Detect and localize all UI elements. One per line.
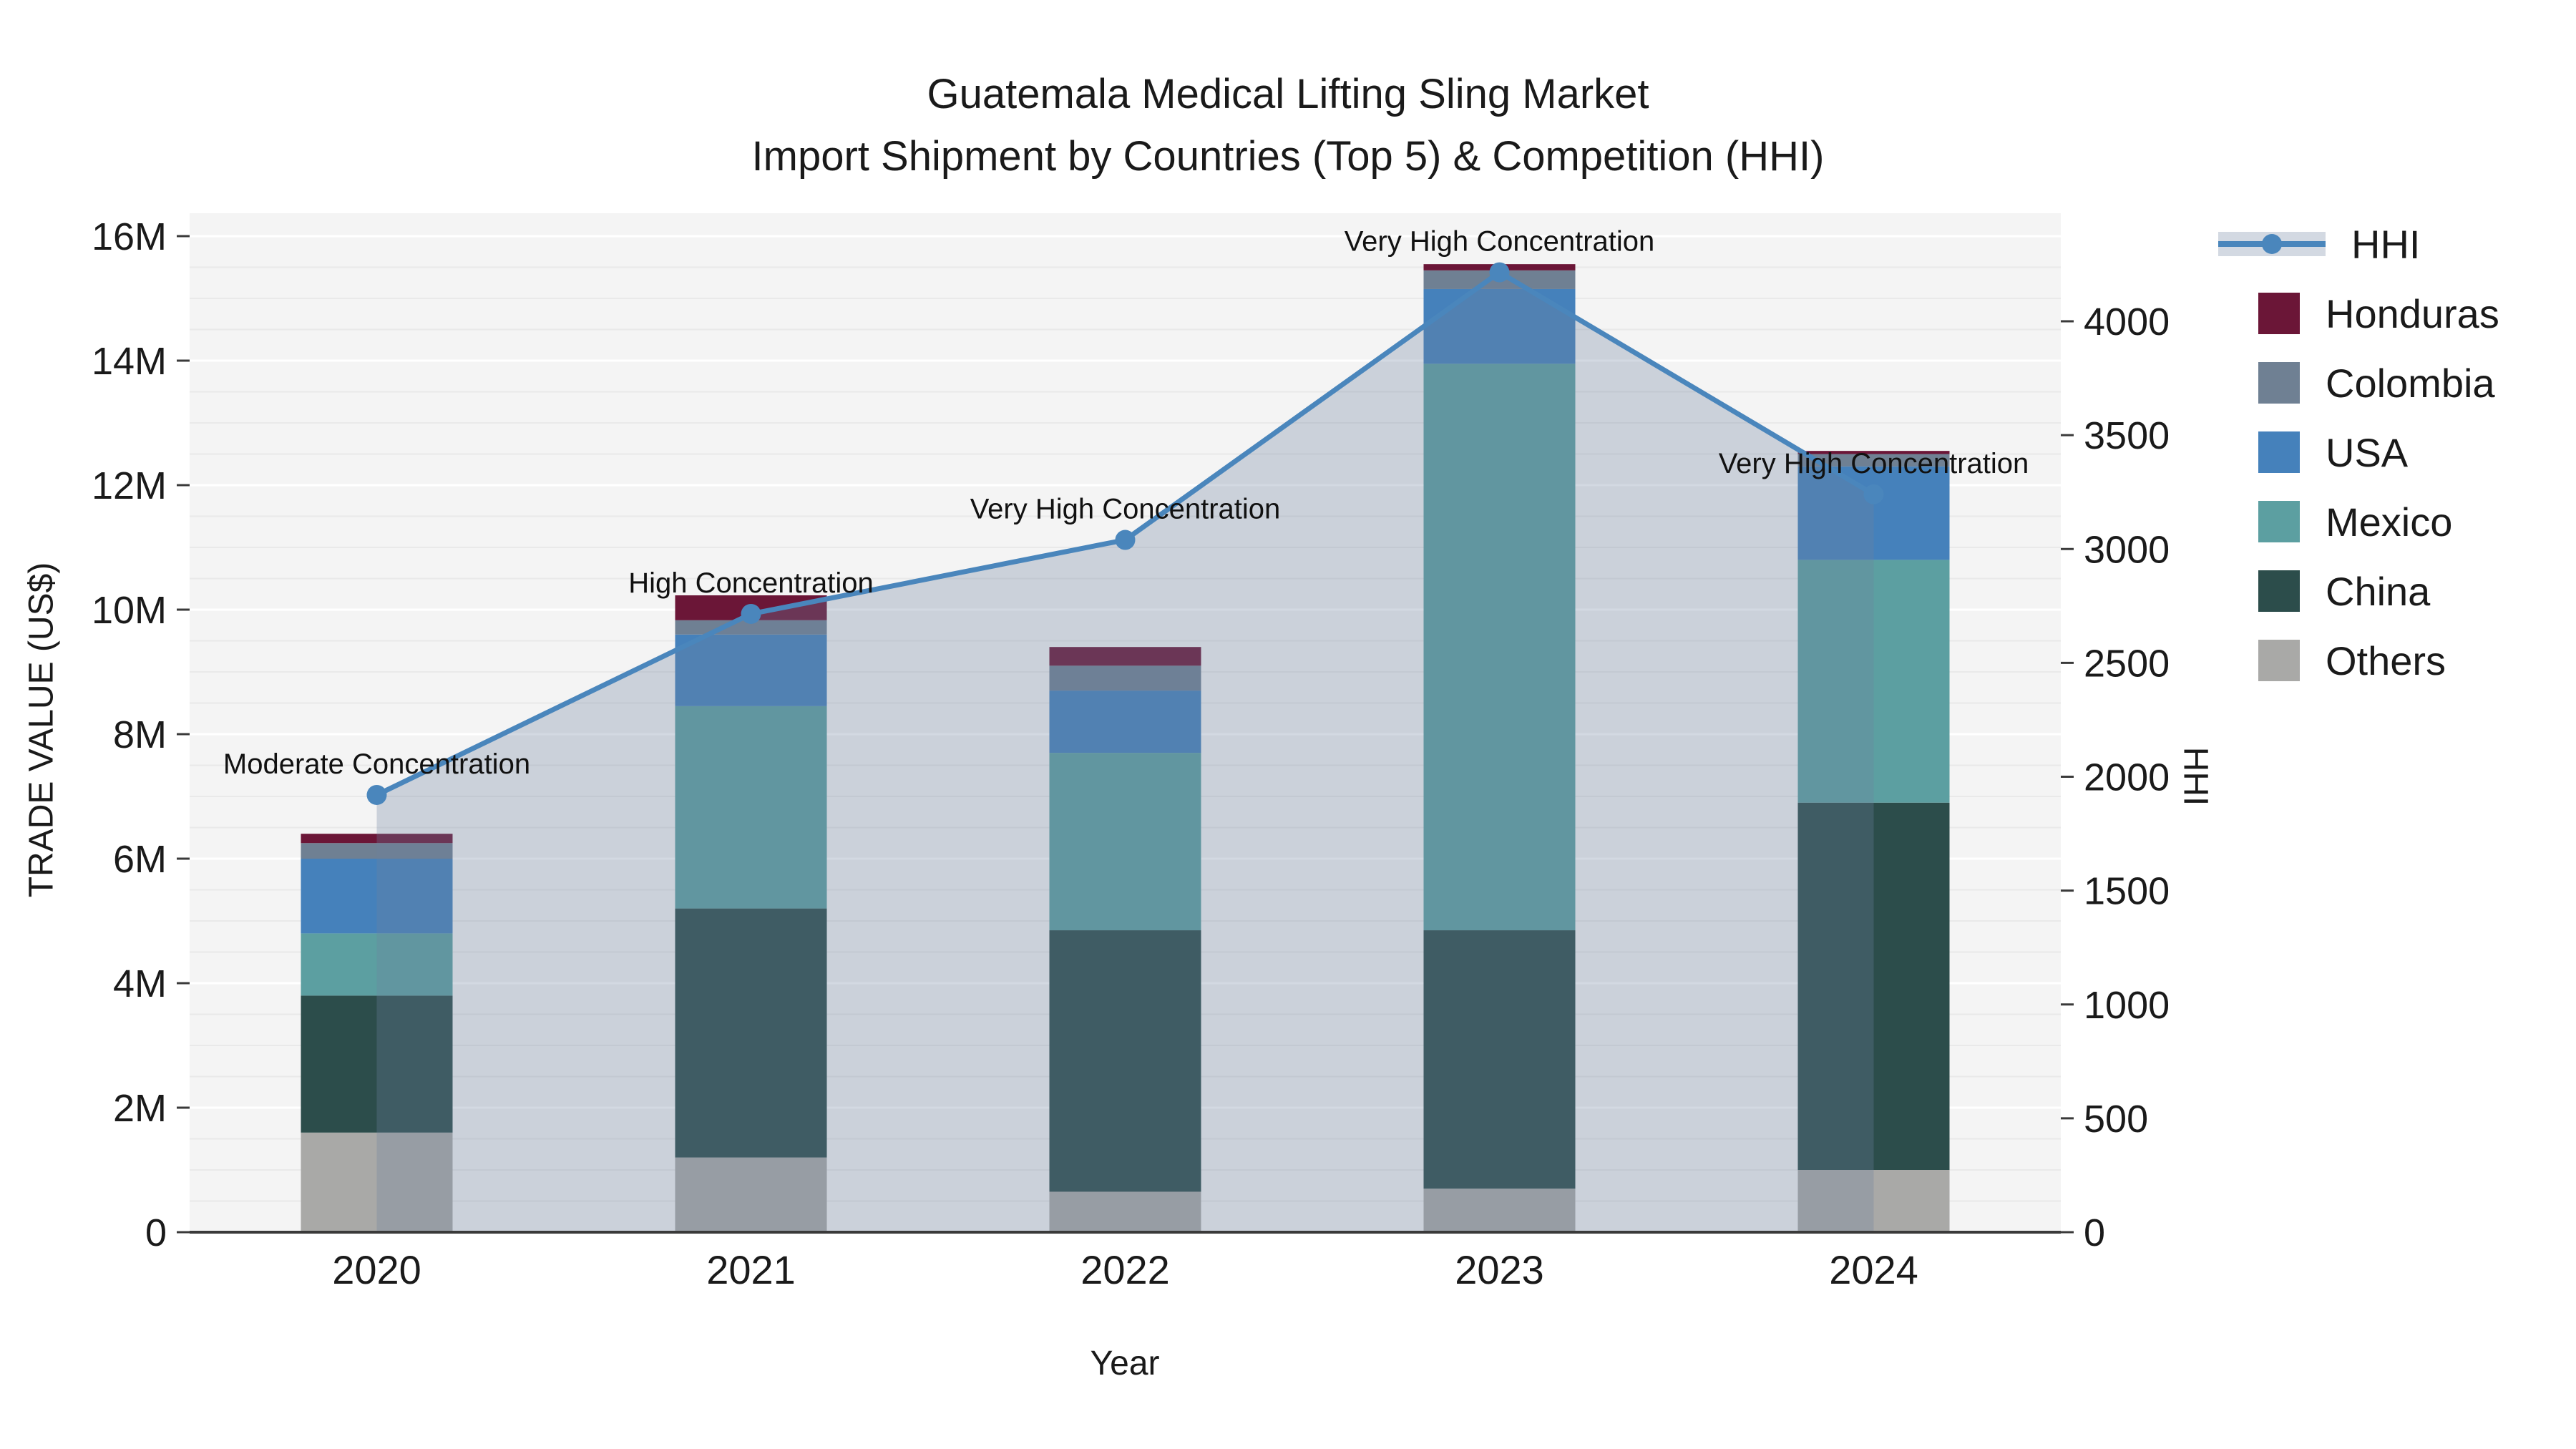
bar-segment-usa-2024 (1797, 466, 1950, 560)
usa-color-swatch (2258, 431, 2300, 473)
bar-segment-honduras-2022 (1049, 647, 1201, 666)
left-tick-label: 10M (92, 589, 167, 632)
hhi-marker-2021 (741, 603, 761, 624)
legend-item-hhi: HHI (2218, 221, 2499, 267)
annotation-2022: Very High Concentration (970, 494, 1281, 525)
legend-item-others: Others (2218, 638, 2499, 683)
left-tick-label: 4M (113, 962, 167, 1005)
bar-segment-china-2024 (1797, 802, 1950, 1170)
bar-segment-china-2023 (1423, 930, 1576, 1189)
chart-title-line2: Import Shipment by Countries (Top 5) & C… (751, 133, 1825, 180)
left-tick-label: 12M (92, 464, 167, 507)
legend-item-mexico: Mexico (2218, 499, 2499, 545)
china-color-swatch (2258, 570, 2300, 612)
right-tick-label: 0 (2084, 1211, 2105, 1254)
bar-segment-colombia-2020 (301, 843, 453, 859)
stacked-bars (301, 264, 1950, 1232)
x-tick-label-2022: 2022 (1080, 1247, 1170, 1292)
bar-segment-china-2022 (1049, 930, 1201, 1192)
hhi-area-fill (376, 272, 1874, 1232)
bar-segment-mexico-2021 (675, 706, 827, 909)
bar-segment-others-2021 (675, 1157, 827, 1232)
legend-label: HHI (2351, 221, 2421, 267)
legend-label: Others (2326, 638, 2446, 683)
bar-segment-mexico-2020 (301, 933, 453, 996)
right-tick-label: 1500 (2084, 870, 2170, 913)
legend-item-china: China (2218, 568, 2499, 614)
hhi-area-polygon (376, 272, 1874, 1232)
right-tick-label: 3000 (2084, 528, 2170, 571)
right-axis-title: HHI (2176, 746, 2215, 806)
bar-segment-usa-2021 (675, 634, 827, 706)
right-tick-label: 2000 (2084, 756, 2170, 799)
bar-segment-usa-2020 (301, 859, 453, 934)
bar-segment-mexico-2023 (1423, 364, 1576, 931)
bar-segment-others-2020 (301, 1132, 453, 1232)
x-axis-title: Year (1090, 1345, 1160, 1382)
axis-ticks (177, 235, 2074, 1234)
legend-label: Mexico (2326, 499, 2453, 545)
bar-segment-others-2023 (1423, 1189, 1576, 1232)
bar-segment-others-2022 (1049, 1191, 1201, 1232)
honduras-color-swatch (2258, 293, 2300, 334)
hhi-marker-2024 (1863, 484, 1884, 504)
bar-segment-china-2021 (675, 908, 827, 1158)
bar-segment-colombia-2024 (1797, 454, 1950, 467)
bar-segment-china-2020 (301, 995, 453, 1133)
bar-segment-mexico-2022 (1049, 753, 1201, 931)
legend-item-usa: USA (2218, 429, 2499, 475)
hhi-marker-2023 (1489, 262, 1510, 283)
bar-segment-usa-2022 (1049, 691, 1201, 753)
chart-title-line1: Guatemala Medical Lifting Sling Market (927, 71, 1649, 117)
right-tick-label: 1000 (2084, 984, 2170, 1027)
hhi-marker-2020 (366, 784, 387, 805)
bar-segment-others-2024 (1797, 1170, 1950, 1232)
legend-label: Honduras (2326, 291, 2499, 336)
annotation-2024: Very High Concentration (1719, 448, 2029, 479)
bar-segment-honduras-2020 (301, 834, 453, 844)
legend-label: Colombia (2326, 360, 2495, 406)
left-tick-label: 0 (145, 1211, 167, 1254)
left-axis-title: TRADE VALUE (US$) (22, 562, 61, 898)
left-tick-label: 14M (92, 340, 167, 383)
axis-tick-labels: 0 2M 4M 6M 8M 10M 12M 14M 16M 0 500 1000 1500 2000 250… (92, 215, 2170, 1292)
others-color-swatch (2258, 640, 2300, 681)
left-tick-label: 16M (92, 215, 167, 258)
annotation-2021: High Concentration (628, 567, 873, 599)
left-tick-label: 6M (113, 838, 167, 881)
x-tick-label-2021: 2021 (706, 1247, 796, 1292)
mexico-color-swatch (2258, 501, 2300, 542)
annotation-2020: Moderate Concentration (223, 748, 530, 780)
legend-label: China (2326, 568, 2431, 614)
right-tick-label: 3500 (2084, 414, 2170, 457)
x-tick-label-2023: 2023 (1455, 1247, 1544, 1292)
hhi-annotations: Moderate Concentration High Concentration… (223, 226, 2029, 780)
x-tick-label-2020: 2020 (332, 1247, 421, 1292)
right-tick-label: 4000 (2084, 301, 2170, 343)
x-tick-label-2024: 2024 (1829, 1247, 1918, 1292)
bar-segment-mexico-2024 (1797, 560, 1950, 803)
legend-item-colombia: Colombia (2218, 360, 2499, 406)
colombia-color-swatch (2258, 362, 2300, 404)
bar-segment-honduras-2024 (1797, 451, 1950, 454)
legend: HHI Honduras Colombia USA Mexico China O… (2218, 221, 2499, 709)
left-tick-label: 2M (113, 1087, 167, 1130)
hhi-marker-2022 (1115, 530, 1136, 550)
hhi-line-sample (2218, 223, 2326, 265)
hhi-line (366, 262, 1884, 805)
chart-title: Guatemala Medical Lifting Sling Market I… (0, 63, 2576, 187)
right-tick-label: 2500 (2084, 642, 2170, 685)
annotation-2023: Very High Concentration (1345, 226, 1655, 258)
right-tick-label: 500 (2084, 1098, 2148, 1141)
legend-label: USA (2326, 429, 2409, 475)
bar-segment-colombia-2022 (1049, 665, 1201, 691)
legend-item-honduras: Honduras (2218, 291, 2499, 336)
left-tick-label: 8M (113, 713, 167, 756)
hhi-marker-swatch (2262, 234, 2282, 254)
